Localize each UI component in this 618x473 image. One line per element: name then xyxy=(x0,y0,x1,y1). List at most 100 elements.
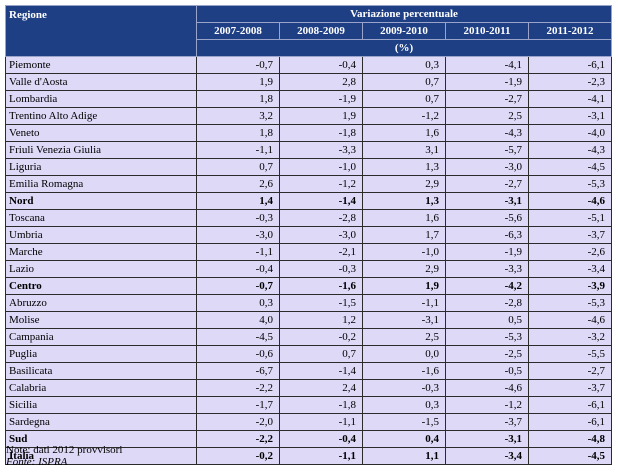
data-table-container: Regione Variazione percentuale 2007-2008… xyxy=(5,5,613,465)
header-unit: (%) xyxy=(195,39,613,57)
table-row: Veneto 1,8 -1,8 1,6 -4,3 -4,0 xyxy=(5,124,613,142)
value-cell: -4,2 xyxy=(445,277,529,295)
table-row: Lazio -0,4 -0,3 2,9 -3,3 -3,4 xyxy=(5,260,613,278)
value-cell: -0,3 xyxy=(279,260,363,278)
region-name-cell: Liguria xyxy=(5,158,197,176)
header-group-title: Variazione percentuale xyxy=(195,5,613,23)
table-row: Sardegna -2,0 -1,1 -1,5 -3,7 -6,1 xyxy=(5,413,613,431)
value-cell: -3,4 xyxy=(445,447,529,465)
table-row-total: Nord 1,4 -1,4 1,3 -3,1 -4,6 xyxy=(5,192,613,210)
value-cell: -5,3 xyxy=(527,175,613,193)
value-cell: -0,4 xyxy=(196,260,280,278)
value-cell: -1,1 xyxy=(279,447,363,465)
value-cell: -0,4 xyxy=(279,56,363,74)
table-row: Valle d'Aosta 1,9 2,8 0,7 -1,9 -2,3 xyxy=(5,73,613,91)
table-row: Sicilia -1,7 -1,8 0,3 -1,2 -6,1 xyxy=(5,396,613,414)
value-cell: 0,7 xyxy=(362,90,446,108)
region-name-cell: Calabria xyxy=(5,379,197,397)
value-cell: -1,5 xyxy=(362,413,446,431)
value-cell: -1,6 xyxy=(362,362,446,380)
value-cell: -1,4 xyxy=(279,192,363,210)
table-row: Umbria -3,0 -3,0 1,7 -6,3 -3,7 xyxy=(5,226,613,244)
region-name-cell: Basilicata xyxy=(5,362,197,380)
header-year-col: 2007-2008 xyxy=(196,22,280,40)
table-row: Basilicata -6,7 -1,4 -1,6 -0,5 -2,7 xyxy=(5,362,613,380)
value-cell: -1,7 xyxy=(196,396,280,414)
value-cell: -3,0 xyxy=(196,226,280,244)
value-cell: 1,8 xyxy=(196,90,280,108)
value-cell: -6,1 xyxy=(527,56,613,74)
value-cell: -4,5 xyxy=(527,158,613,176)
value-cell: -3,7 xyxy=(527,226,613,244)
region-name-cell: Sud xyxy=(5,430,197,448)
header-year-col: 2009-2010 xyxy=(362,22,446,40)
value-cell: 0,4 xyxy=(362,430,446,448)
table-row: Piemonte -0,7 -0,4 0,3 -4,1 -6,1 xyxy=(5,56,613,74)
value-cell: 0,7 xyxy=(362,73,446,91)
value-cell: -1,1 xyxy=(196,243,280,261)
value-cell: -1,4 xyxy=(279,362,363,380)
value-cell: 0,3 xyxy=(362,396,446,414)
value-cell: 0,7 xyxy=(196,158,280,176)
value-cell: -2,5 xyxy=(445,345,529,363)
value-cell: -2,0 xyxy=(196,413,280,431)
region-name-cell: Trentino Alto Adige xyxy=(5,107,197,125)
value-cell: -2,2 xyxy=(196,430,280,448)
value-cell: -1,5 xyxy=(279,294,363,312)
regional-variation-table: Regione Variazione percentuale 2007-2008… xyxy=(5,5,613,465)
region-name-cell: Puglia xyxy=(5,345,197,363)
source-text: Fonte: ISPRA xyxy=(6,456,68,468)
value-cell: -3,3 xyxy=(279,141,363,159)
region-name-cell: Centro xyxy=(5,277,197,295)
value-cell: -2,6 xyxy=(527,243,613,261)
value-cell: -1,2 xyxy=(362,107,446,125)
value-cell: -6,3 xyxy=(445,226,529,244)
region-name-cell: Umbria xyxy=(5,226,197,244)
table-row: Lombardia 1,8 -1,9 0,7 -2,7 -4,1 xyxy=(5,90,613,108)
table-row-total: Centro -0,7 -1,6 1,9 -4,2 -3,9 xyxy=(5,277,613,295)
value-cell: -0,7 xyxy=(196,277,280,295)
table-row: Puglia -0,6 0,7 0,0 -2,5 -5,5 xyxy=(5,345,613,363)
table-body: Piemonte -0,7 -0,4 0,3 -4,1 -6,1 Valle d'Aosta… xyxy=(5,56,613,465)
value-cell: -2,2 xyxy=(196,379,280,397)
value-cell: -3,7 xyxy=(527,379,613,397)
value-cell: -3,7 xyxy=(445,413,529,431)
value-cell: 1,1 xyxy=(362,447,446,465)
value-cell: 0,0 xyxy=(362,345,446,363)
region-name-cell: Sardegna xyxy=(5,413,197,431)
value-cell: -4,1 xyxy=(527,90,613,108)
table-row: Abruzzo 0,3 -1,5 -1,1 -2,8 -5,3 xyxy=(5,294,613,312)
value-cell: -2,7 xyxy=(527,362,613,380)
value-cell: -2,1 xyxy=(279,243,363,261)
value-cell: 2,9 xyxy=(362,175,446,193)
region-name-cell: Lombardia xyxy=(5,90,197,108)
value-cell: -4,5 xyxy=(196,328,280,346)
value-cell: -2,3 xyxy=(527,73,613,91)
region-name-cell: Campania xyxy=(5,328,197,346)
value-cell: 1,4 xyxy=(196,192,280,210)
value-cell: -1,1 xyxy=(196,141,280,159)
value-cell: 1,8 xyxy=(196,124,280,142)
value-cell: -1,0 xyxy=(279,158,363,176)
table-row: Toscana -0,3 -2,8 1,6 -5,6 -5,1 xyxy=(5,209,613,227)
value-cell: -4,3 xyxy=(445,124,529,142)
value-cell: -0,4 xyxy=(279,430,363,448)
value-cell: -1,6 xyxy=(279,277,363,295)
value-cell: -4,0 xyxy=(527,124,613,142)
value-cell: -4,5 xyxy=(527,447,613,465)
value-cell: -3,1 xyxy=(527,107,613,125)
region-name-cell: Emilia Romagna xyxy=(5,175,197,193)
value-cell: 1,9 xyxy=(196,73,280,91)
region-name-cell: Italia xyxy=(5,447,197,465)
value-cell: -3,2 xyxy=(527,328,613,346)
value-cell: -3,1 xyxy=(362,311,446,329)
table-row: Liguria 0,7 -1,0 1,3 -3,0 -4,5 xyxy=(5,158,613,176)
value-cell: -5,3 xyxy=(445,328,529,346)
value-cell: -1,1 xyxy=(279,413,363,431)
table-row: Molise 4,0 1,2 -3,1 0,5 -4,6 xyxy=(5,311,613,329)
value-cell: -4,6 xyxy=(527,311,613,329)
table-row-total: Italia -0,2 -1,1 1,1 -3,4 -4,5 xyxy=(5,447,613,465)
table-row: Campania -4,5 -0,2 2,5 -5,3 -3,2 xyxy=(5,328,613,346)
value-cell: -2,7 xyxy=(445,175,529,193)
value-cell: 2,4 xyxy=(279,379,363,397)
